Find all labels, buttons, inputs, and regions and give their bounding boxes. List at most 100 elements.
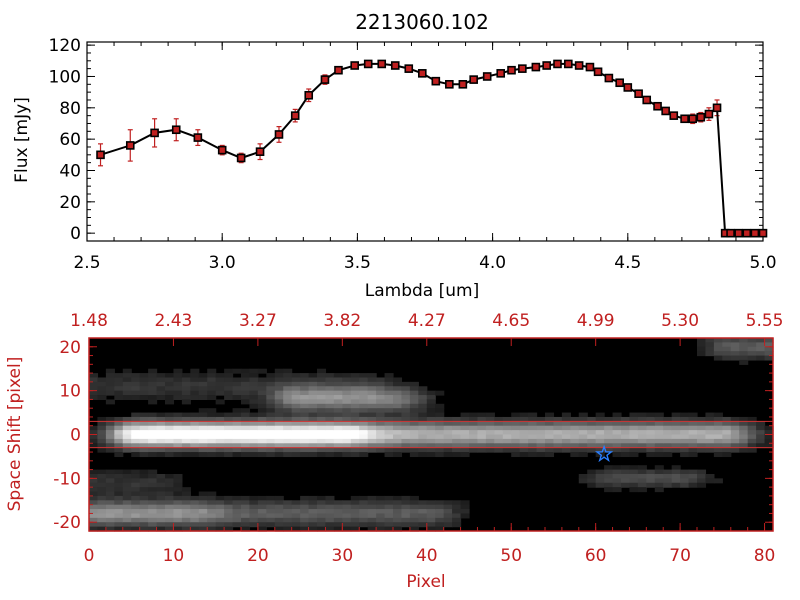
image-pixel bbox=[342, 412, 352, 418]
image-pixel bbox=[485, 421, 495, 427]
image-pixel bbox=[291, 386, 301, 392]
image-pixel bbox=[350, 390, 360, 396]
image-pixel bbox=[367, 416, 377, 422]
image-pixel bbox=[291, 509, 301, 515]
image-pixel bbox=[317, 509, 327, 515]
image-pixel bbox=[97, 491, 107, 497]
image-pixel bbox=[300, 390, 310, 396]
data-point bbox=[653, 101, 662, 111]
image-pixel bbox=[452, 425, 462, 431]
image-pixel bbox=[249, 390, 259, 396]
image-pixel bbox=[756, 421, 766, 427]
image-pixel bbox=[122, 500, 132, 506]
image-pixel bbox=[114, 425, 124, 431]
image-pixel bbox=[578, 452, 588, 458]
image-pixel bbox=[89, 487, 99, 493]
image-pixel bbox=[131, 526, 141, 532]
image-pixel bbox=[131, 487, 141, 493]
image-pixel bbox=[190, 526, 200, 532]
image-pixel bbox=[764, 338, 774, 343]
image-pixel bbox=[333, 526, 343, 532]
image-pixel bbox=[764, 425, 774, 431]
image-pixel bbox=[756, 438, 766, 444]
image-pixel bbox=[671, 438, 681, 444]
image-pixel bbox=[342, 509, 352, 515]
image-pixel bbox=[266, 495, 276, 501]
image-pixel bbox=[173, 447, 183, 453]
image-pixel bbox=[165, 434, 175, 440]
image-pixel bbox=[190, 434, 200, 440]
image-pixel bbox=[646, 434, 656, 440]
image-pixel bbox=[705, 425, 715, 431]
image-pixel bbox=[97, 504, 107, 510]
image-pixel bbox=[190, 513, 200, 519]
image-pixel bbox=[215, 500, 225, 506]
image-pixel bbox=[114, 526, 124, 532]
image-pixel bbox=[241, 452, 251, 458]
image-pixel bbox=[190, 390, 200, 396]
image-pixel bbox=[181, 491, 191, 497]
image-pixel bbox=[249, 425, 259, 431]
image-pixel bbox=[342, 500, 352, 506]
image-pixel bbox=[502, 425, 512, 431]
image-pixel bbox=[485, 416, 495, 422]
image-pixel bbox=[536, 421, 546, 427]
image-pixel bbox=[443, 425, 453, 431]
image-pixel bbox=[435, 430, 445, 436]
image-pixel bbox=[215, 447, 225, 453]
image-pixel bbox=[688, 443, 698, 449]
image-pixel bbox=[697, 447, 707, 453]
spectrum-x-ticks: 2.5 3.0 3.5 4.0 4.5 5.0 bbox=[73, 42, 777, 273]
image-pixel bbox=[266, 447, 276, 453]
image-pixel bbox=[502, 416, 512, 422]
image-pixel bbox=[545, 438, 555, 444]
image-pixel bbox=[198, 513, 208, 519]
image-pixel bbox=[384, 517, 394, 523]
image-pixel bbox=[105, 447, 115, 453]
image-pixel bbox=[595, 473, 605, 479]
image-pixel bbox=[257, 447, 267, 453]
image-pixel bbox=[654, 434, 664, 440]
image-pixel bbox=[739, 338, 749, 343]
image-pixel bbox=[350, 522, 360, 528]
image-pixel bbox=[502, 421, 512, 427]
image-pixel bbox=[97, 381, 107, 387]
image-pixel bbox=[409, 430, 419, 436]
image-pixel bbox=[570, 425, 580, 431]
image-pixel bbox=[376, 381, 386, 387]
image-pixel bbox=[646, 478, 656, 484]
image-pixel bbox=[207, 438, 217, 444]
image-pixel bbox=[139, 491, 149, 497]
image-pixel bbox=[460, 434, 470, 440]
image-pixel bbox=[646, 412, 656, 418]
image-pixel bbox=[190, 386, 200, 392]
image-top-tick-label: 4.99 bbox=[577, 311, 615, 331]
image-pixel bbox=[621, 434, 631, 440]
image-pixel bbox=[198, 517, 208, 523]
image-pixel bbox=[637, 482, 647, 488]
image-pixel bbox=[122, 509, 132, 515]
image-pixel bbox=[131, 478, 141, 484]
image-pixel bbox=[173, 452, 183, 458]
image-pixel bbox=[511, 430, 521, 436]
image-pixel bbox=[325, 443, 335, 449]
image-pixel bbox=[393, 522, 403, 528]
image-pixel bbox=[342, 430, 352, 436]
image-pixel bbox=[418, 395, 428, 401]
image-pixel bbox=[342, 434, 352, 440]
data-point bbox=[615, 78, 624, 88]
image-pixel bbox=[418, 408, 428, 414]
image-pixel bbox=[97, 416, 107, 422]
image-pixel bbox=[257, 517, 267, 523]
image-pixel bbox=[697, 346, 707, 352]
image-pixel bbox=[587, 438, 597, 444]
image-pixel bbox=[122, 430, 132, 436]
image-pixel bbox=[595, 469, 605, 475]
image-pixel bbox=[393, 421, 403, 427]
image-pixel bbox=[460, 421, 470, 427]
image-pixel bbox=[637, 473, 647, 479]
image-pixel bbox=[317, 416, 327, 422]
image-pixel bbox=[654, 430, 664, 436]
image-pixel bbox=[173, 509, 183, 515]
image-top-wavelength-ticks: 1.48 2.43 3.27 3.82 4.27 4.65 4.99 5.30 5.55 bbox=[70, 311, 783, 346]
